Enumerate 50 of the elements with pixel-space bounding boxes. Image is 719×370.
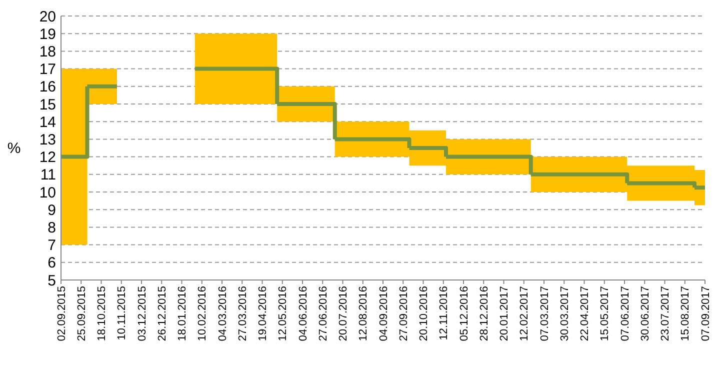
x-tick-label: 07.06.2017: [619, 286, 632, 342]
x-tick-label: 22.04.2017: [579, 286, 592, 342]
x-tick-label: 07.09.2017: [700, 286, 712, 342]
y-tick-label: 14: [39, 114, 56, 131]
x-tick-label: 10.11.2015: [116, 286, 128, 340]
x-tick-label: 03.12.2015: [136, 286, 148, 342]
x-tick-label: 12.08.2016: [358, 286, 370, 342]
x-tick-label: 26.12.2015: [156, 286, 168, 342]
x-tick-label: 10.02.2016: [196, 286, 209, 342]
x-tick-label: 25.09.2015: [76, 286, 88, 342]
x-tick-label: 04.03.2016: [216, 286, 229, 342]
y-tick-label: 16: [39, 78, 56, 96]
x-tick-label: 19.04.2016: [257, 286, 270, 342]
x-tick-label: 12.05.2016: [277, 286, 290, 342]
y-tick-label: 15: [39, 96, 56, 114]
y-tick-label: 11: [40, 166, 56, 184]
x-tick-label: 07.03.2017: [538, 286, 551, 342]
x-tick-label: 18.10.2015: [96, 286, 108, 342]
y-tick-label: 8: [48, 219, 56, 236]
y-tick-label: 17: [39, 61, 56, 78]
y-tick-label: 18: [39, 43, 56, 60]
y-tick-label: 13: [39, 131, 56, 148]
y-axis-title: %: [7, 140, 21, 157]
x-tick-label: 04.09.2016: [378, 286, 390, 342]
x-tick-label: 18.01.2016: [176, 286, 189, 342]
x-tick-label: 28.12.2016: [478, 286, 490, 342]
x-tick-label: 30.06.2017: [639, 286, 652, 342]
x-tick-label: 20.10.2016: [418, 286, 430, 342]
y-tick-label: 6: [48, 254, 56, 272]
x-tick-label: 15.08.2017: [680, 286, 692, 342]
x-tick-label: 20.07.2016: [338, 286, 350, 342]
x-tick-label: 12.11.2016: [438, 286, 450, 340]
x-tick-label: 27.03.2016: [236, 286, 249, 342]
x-tick-label: 27.09.2016: [398, 286, 410, 342]
x-tick-label: 15.05.2017: [599, 286, 612, 342]
y-tick-label: 12: [39, 149, 56, 166]
x-tick-label: 05.12.2016: [458, 286, 470, 342]
y-tick-label: 19: [39, 26, 56, 43]
x-tick-label: 27.06.2016: [317, 286, 330, 342]
x-tick-label: 02.09.2015: [56, 286, 68, 342]
y-tick-label: 9: [48, 202, 56, 219]
y-tick-label: 7: [48, 237, 56, 254]
x-tick-label: 23.07.2017: [660, 286, 672, 342]
x-tick-label: 12.02.2017: [518, 286, 531, 342]
y-tick-label: 20: [39, 8, 56, 26]
x-tick-label: 20.01.2017: [498, 286, 511, 342]
x-tick-label: 04.06.2016: [297, 286, 310, 342]
y-tick-label: 5: [48, 272, 56, 290]
y-tick-label: 10: [39, 184, 56, 202]
x-tick-label: 30.03.2017: [558, 286, 571, 342]
